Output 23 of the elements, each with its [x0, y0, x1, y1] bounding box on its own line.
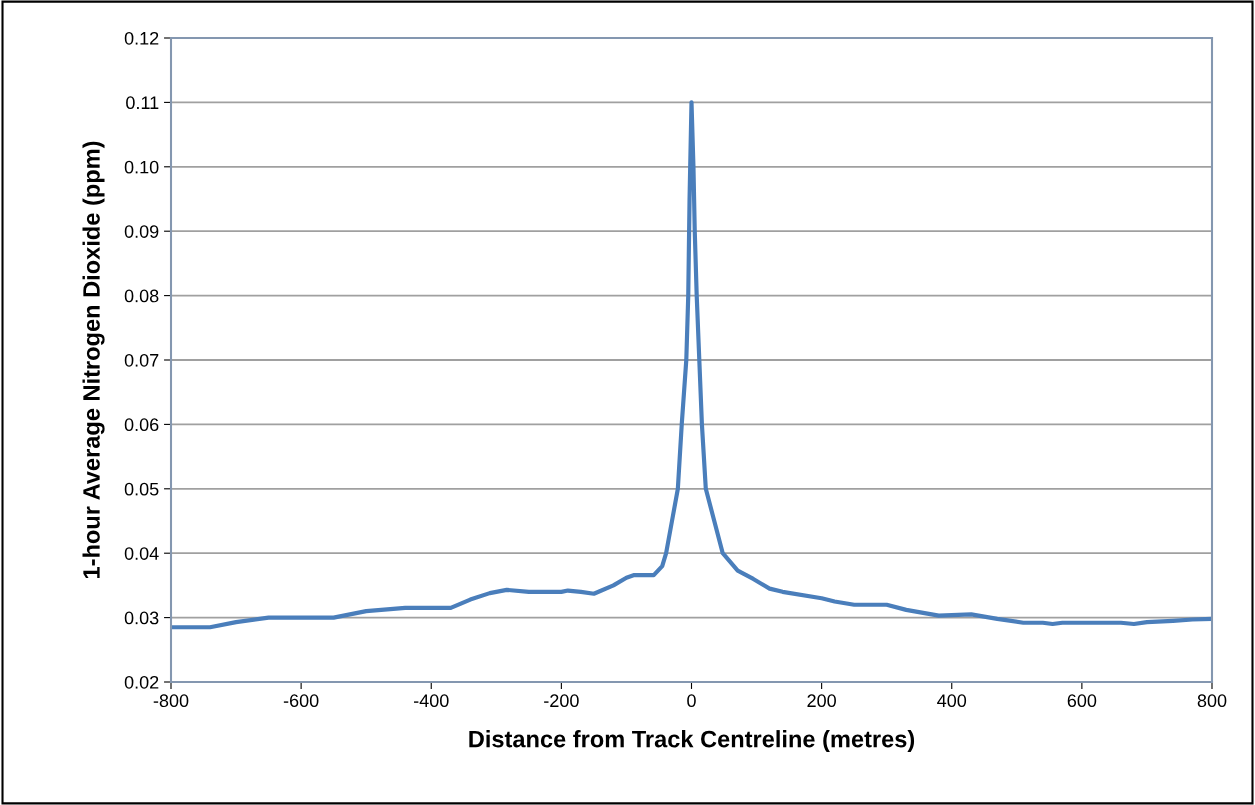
y-tick-label: 0.04 [124, 547, 159, 560]
y-tick-label: 0.12 [124, 31, 159, 45]
x-tick-label: -800 [153, 694, 189, 708]
y-axis-title: 1-hour Average Nitrogen Dioxide (ppm) [82, 141, 105, 579]
x-tick-label: 0 [687, 694, 696, 708]
x-tick-label: -200 [544, 694, 579, 708]
x-tick-label: -400 [413, 694, 449, 708]
y-tick-label: 0.06 [124, 418, 159, 432]
x-tick-label: 800 [1197, 694, 1227, 708]
x-tick-label: 200 [807, 694, 836, 708]
x-tick-label: 600 [1067, 694, 1097, 708]
x-axis-title: Distance from Track Centreline (metres) [469, 730, 915, 753]
y-tick-label: 0.09 [124, 225, 159, 238]
y-tick-label: 0.11 [126, 96, 159, 110]
y-tick-label: 0.10 [124, 160, 159, 174]
x-tick-label: -600 [283, 694, 319, 708]
y-tick-label: 0.05 [124, 482, 159, 496]
y-tick-label: 0.03 [124, 611, 159, 625]
line-series [171, 100, 1212, 630]
y-tick-label: 0.07 [124, 353, 159, 367]
x-tick-label: 400 [937, 694, 967, 708]
y-tick-label: 0.08 [124, 289, 159, 303]
y-tick-label: 0.02 [124, 675, 159, 689]
